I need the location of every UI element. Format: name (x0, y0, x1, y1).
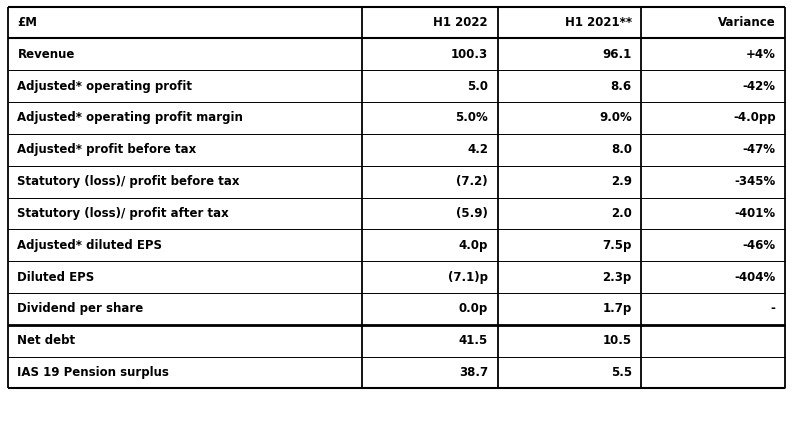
Text: 2.9: 2.9 (611, 175, 632, 188)
Text: -404%: -404% (734, 271, 776, 283)
Text: H1 2021**: H1 2021** (565, 16, 632, 29)
Text: 1.7p: 1.7p (603, 303, 632, 315)
Text: 9.0%: 9.0% (599, 112, 632, 124)
Text: 100.3: 100.3 (451, 48, 488, 61)
Text: 2.0: 2.0 (611, 207, 632, 220)
Text: Adjusted* operating profit margin: Adjusted* operating profit margin (17, 112, 243, 124)
Text: -47%: -47% (742, 143, 776, 156)
Text: Statutory (loss)/ profit before tax: Statutory (loss)/ profit before tax (17, 175, 240, 188)
Text: -4.0pp: -4.0pp (733, 112, 776, 124)
Text: (7.2): (7.2) (457, 175, 488, 188)
Text: Net debt: Net debt (17, 334, 75, 347)
Text: 96.1: 96.1 (603, 48, 632, 61)
Text: Adjusted* profit before tax: Adjusted* profit before tax (17, 143, 197, 156)
Text: 0.0p: 0.0p (459, 303, 488, 315)
Text: 10.5: 10.5 (603, 334, 632, 347)
Text: -46%: -46% (742, 239, 776, 252)
Text: Revenue: Revenue (17, 48, 75, 61)
Text: 41.5: 41.5 (459, 334, 488, 347)
Text: -: - (771, 303, 776, 315)
Text: 4.0p: 4.0p (458, 239, 488, 252)
Text: 7.5p: 7.5p (603, 239, 632, 252)
Text: +4%: +4% (745, 48, 776, 61)
Text: 8.6: 8.6 (611, 80, 632, 92)
Text: 5.0: 5.0 (467, 80, 488, 92)
Text: Adjusted* diluted EPS: Adjusted* diluted EPS (17, 239, 163, 252)
Text: -401%: -401% (734, 207, 776, 220)
Text: -42%: -42% (742, 80, 776, 92)
Text: Statutory (loss)/ profit after tax: Statutory (loss)/ profit after tax (17, 207, 229, 220)
Text: -345%: -345% (734, 175, 776, 188)
Text: (7.1)p: (7.1)p (448, 271, 488, 283)
Text: Adjusted* operating profit: Adjusted* operating profit (17, 80, 193, 92)
Text: 38.7: 38.7 (459, 366, 488, 379)
Text: 4.2: 4.2 (467, 143, 488, 156)
Text: Diluted EPS: Diluted EPS (17, 271, 94, 283)
Text: 5.0%: 5.0% (455, 112, 488, 124)
Text: IAS 19 Pension surplus: IAS 19 Pension surplus (17, 366, 170, 379)
Text: 2.3p: 2.3p (603, 271, 632, 283)
Text: (5.9): (5.9) (456, 207, 488, 220)
Text: H1 2022: H1 2022 (434, 16, 488, 29)
Text: £M: £M (17, 16, 37, 29)
Text: 5.5: 5.5 (611, 366, 632, 379)
Text: Variance: Variance (718, 16, 776, 29)
Text: Dividend per share: Dividend per share (17, 303, 144, 315)
Text: 8.0: 8.0 (611, 143, 632, 156)
